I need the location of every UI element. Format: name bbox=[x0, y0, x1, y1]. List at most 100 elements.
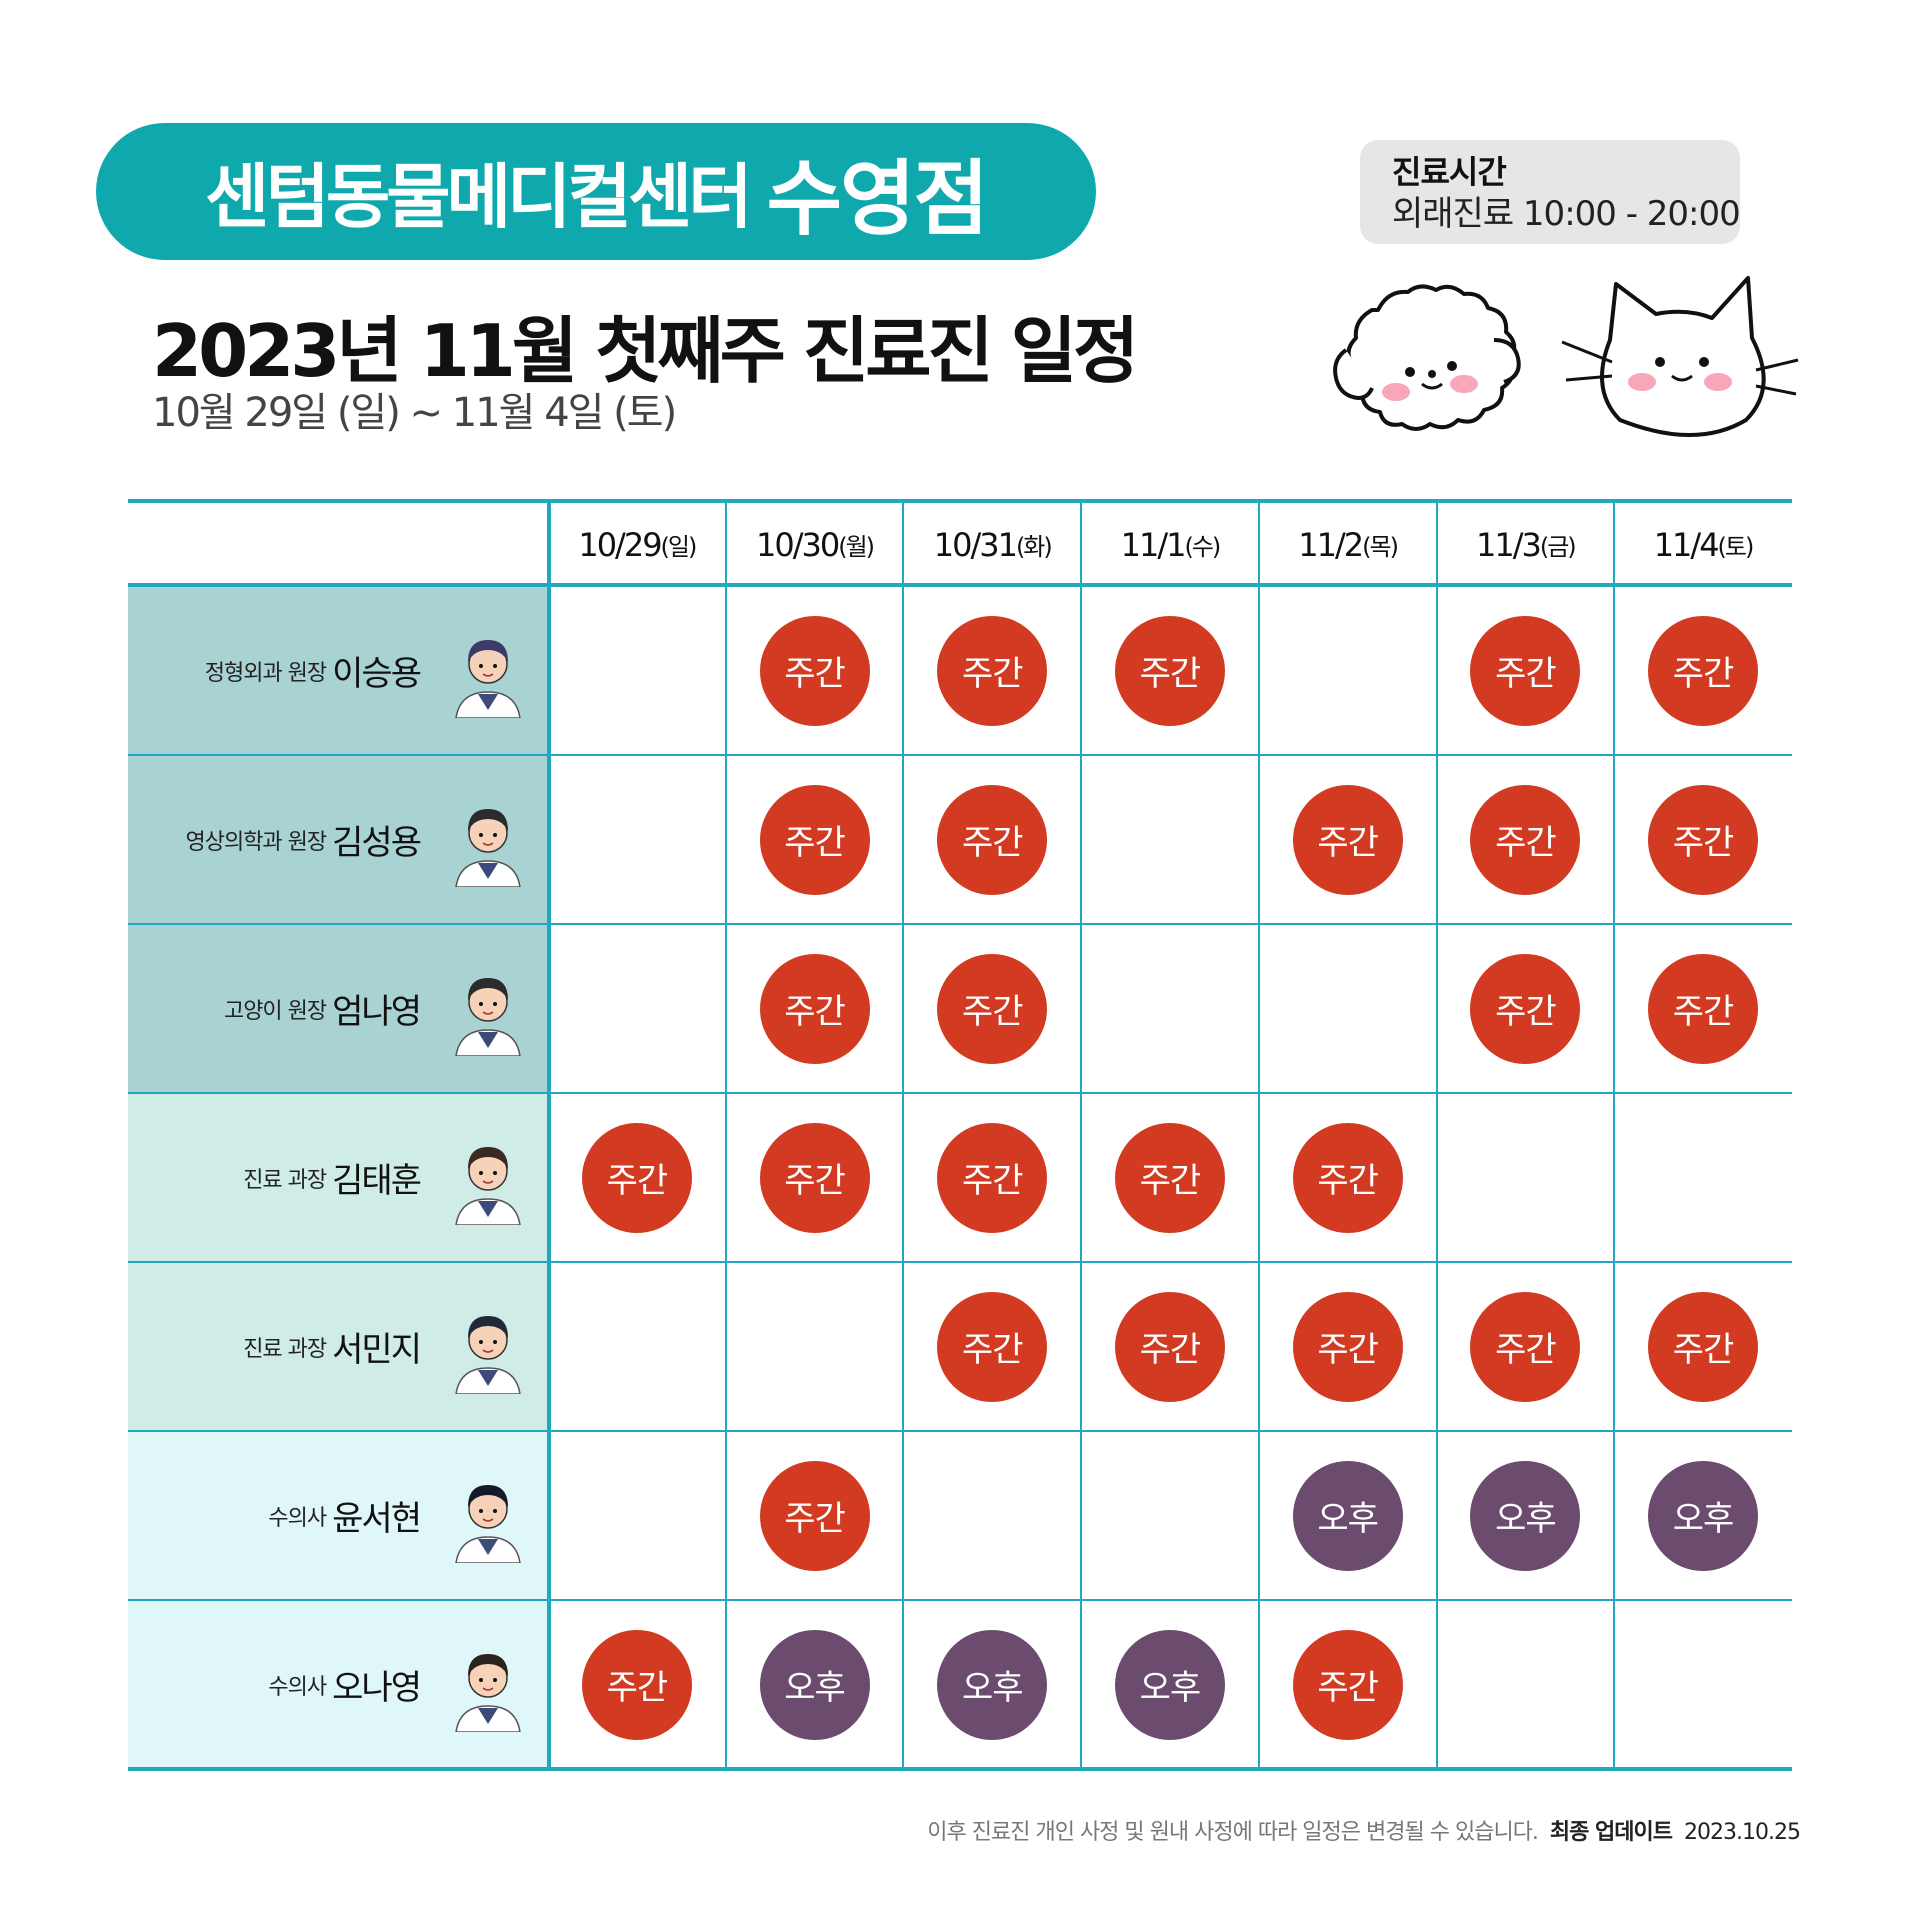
update-date: 2023.10.25 bbox=[1684, 1820, 1801, 1845]
schedule-badge: 오후 bbox=[1470, 1460, 1581, 1571]
brand-name: 센텀동물메디컬센터 bbox=[205, 156, 753, 238]
doctor-name-cell: 수의사 윤서현 bbox=[128, 1431, 548, 1600]
date-header: 11/1 (수) bbox=[1081, 503, 1259, 586]
doctor-name-cell: 진료 과장 김태훈 bbox=[128, 1093, 548, 1262]
schedule-badge: 주간 bbox=[759, 784, 870, 895]
weekday-text: (일) bbox=[660, 533, 698, 561]
row-divider bbox=[128, 1430, 1792, 1432]
col-divider bbox=[547, 499, 551, 1769]
schedule-badge: 주간 bbox=[1292, 1122, 1403, 1233]
schedule-badge: 주간 bbox=[1470, 615, 1581, 726]
hours-title: 진료시간 bbox=[1392, 153, 1507, 191]
col-divider bbox=[1435, 499, 1438, 1769]
weekday-text: (화) bbox=[1015, 533, 1053, 561]
table-top-border bbox=[128, 499, 1792, 503]
col-divider bbox=[1613, 499, 1616, 1769]
schedule-badge: 주간 bbox=[937, 953, 1048, 1064]
schedule-badge: 주간 bbox=[937, 615, 1048, 726]
doctor-name: 이승용 bbox=[332, 654, 422, 694]
schedule-badge: 주간 bbox=[581, 1629, 692, 1740]
schedule-badge: 오후 bbox=[1114, 1629, 1225, 1740]
weekday-text: (금) bbox=[1539, 533, 1577, 561]
doctor-avatar-icon bbox=[455, 1147, 521, 1225]
date-header: 11/4 (토) bbox=[1614, 503, 1792, 586]
hours-box: 진료시간 외래진료 10:00 - 20:00 bbox=[1360, 140, 1741, 244]
schedule-badge: 주간 bbox=[1470, 1291, 1581, 1402]
dog-illustration bbox=[1333, 284, 1521, 431]
date-text: 11/2 bbox=[1298, 525, 1364, 564]
weekday-text: (토) bbox=[1717, 533, 1755, 561]
date-header: 10/30 (월) bbox=[726, 503, 904, 586]
schedule-badge: 주간 bbox=[1292, 1629, 1403, 1740]
doctor-avatar-icon bbox=[455, 978, 521, 1056]
cat-illustration bbox=[1561, 276, 1799, 437]
date-header: 11/3 (금) bbox=[1437, 503, 1615, 586]
col-divider bbox=[724, 499, 727, 1769]
col-divider bbox=[902, 499, 905, 1769]
doctor-name-cell: 진료 과장 서민지 bbox=[128, 1262, 548, 1431]
col-divider bbox=[1080, 499, 1083, 1769]
col-divider bbox=[1257, 499, 1260, 1769]
date-range: 10월 29일 (일) ~ 11월 4일 (토) bbox=[152, 390, 677, 436]
schedule-badge: 주간 bbox=[937, 1122, 1048, 1233]
schedule-badge: 주간 bbox=[1648, 953, 1759, 1064]
schedule-badge: 주간 bbox=[759, 953, 870, 1064]
schedule-badge: 오후 bbox=[1648, 1460, 1759, 1571]
brand-banner: 센텀동물메디컬센터 수영점 bbox=[96, 123, 1096, 260]
schedule-badge: 주간 bbox=[1292, 784, 1403, 895]
footer-note: 이후 진료진 개인 사정 및 원내 사정에 따라 일정은 변경될 수 있습니다.… bbox=[880, 1814, 1801, 1846]
doctor-avatar-icon bbox=[455, 1485, 521, 1563]
schedule-badge: 주간 bbox=[759, 615, 870, 726]
schedule-badge: 주간 bbox=[1648, 615, 1759, 726]
doctor-name: 서민지 bbox=[332, 1330, 422, 1370]
update-label: 최종 업데이트 bbox=[1549, 1820, 1673, 1845]
doctor-name-cell: 정형외과 원장 이승용 bbox=[128, 586, 548, 755]
schedule-badge: 주간 bbox=[1470, 953, 1581, 1064]
schedule-badge: 주간 bbox=[1470, 784, 1581, 895]
schedule-badge: 주간 bbox=[1114, 615, 1225, 726]
doctor-name: 김성용 bbox=[332, 823, 422, 863]
row-divider bbox=[128, 1599, 1792, 1601]
row-divider bbox=[128, 1092, 1792, 1094]
doctor-avatar-icon bbox=[455, 1654, 521, 1732]
doctor-role: 진료 과장 bbox=[243, 1336, 327, 1362]
schedule-badge: 주간 bbox=[1292, 1291, 1403, 1402]
doctor-role: 수의사 bbox=[268, 1674, 327, 1700]
doctor-role: 고양이 원장 bbox=[223, 998, 327, 1024]
schedule-badge: 주간 bbox=[1648, 1291, 1759, 1402]
row-divider bbox=[128, 923, 1792, 925]
doctor-name: 김태훈 bbox=[332, 1161, 422, 1201]
doctor-name: 엄나영 bbox=[332, 992, 422, 1032]
doctor-name: 오나영 bbox=[332, 1668, 422, 1708]
schedule-badge: 주간 bbox=[759, 1122, 870, 1233]
schedule-badge: 주간 bbox=[1114, 1122, 1225, 1233]
doctor-avatar-icon bbox=[455, 640, 521, 718]
date-text: 11/3 bbox=[1476, 525, 1542, 564]
doctor-name: 윤서현 bbox=[332, 1499, 422, 1539]
date-text: 11/1 bbox=[1120, 525, 1187, 564]
row-divider bbox=[128, 754, 1792, 756]
doctor-name-cell: 고양이 원장 엄나영 bbox=[128, 924, 548, 1093]
schedule-badge: 오후 bbox=[759, 1629, 870, 1740]
weekday-text: (수) bbox=[1184, 533, 1221, 561]
doctor-role: 수의사 bbox=[268, 1505, 327, 1531]
schedule-badge: 주간 bbox=[1648, 784, 1759, 895]
weekday-text: (월) bbox=[838, 533, 875, 561]
footer-text: 이후 진료진 개인 사정 및 원내 사정에 따라 일정은 변경될 수 있습니다. bbox=[927, 1820, 1539, 1845]
date-text: 10/31 bbox=[933, 525, 1018, 564]
doctor-avatar-icon bbox=[455, 809, 521, 887]
schedule-badge: 오후 bbox=[1292, 1460, 1403, 1571]
branch-name: 수영점 bbox=[766, 152, 989, 247]
row-divider bbox=[128, 1261, 1792, 1263]
doctor-avatar-icon bbox=[455, 1316, 521, 1394]
date-header: 11/2 (목) bbox=[1259, 503, 1437, 586]
doctor-role: 진료 과장 bbox=[243, 1167, 327, 1193]
doctor-role: 정형외과 원장 bbox=[204, 660, 327, 686]
schedule-badge: 주간 bbox=[937, 784, 1048, 895]
schedule-badge: 주간 bbox=[1114, 1291, 1225, 1402]
table-header-border bbox=[128, 583, 1792, 587]
date-header: 10/31 (화) bbox=[903, 503, 1081, 586]
doctor-name-cell: 수의사 오나영 bbox=[128, 1600, 548, 1769]
schedule-badge: 주간 bbox=[759, 1460, 870, 1571]
date-text: 10/29 bbox=[578, 525, 662, 564]
